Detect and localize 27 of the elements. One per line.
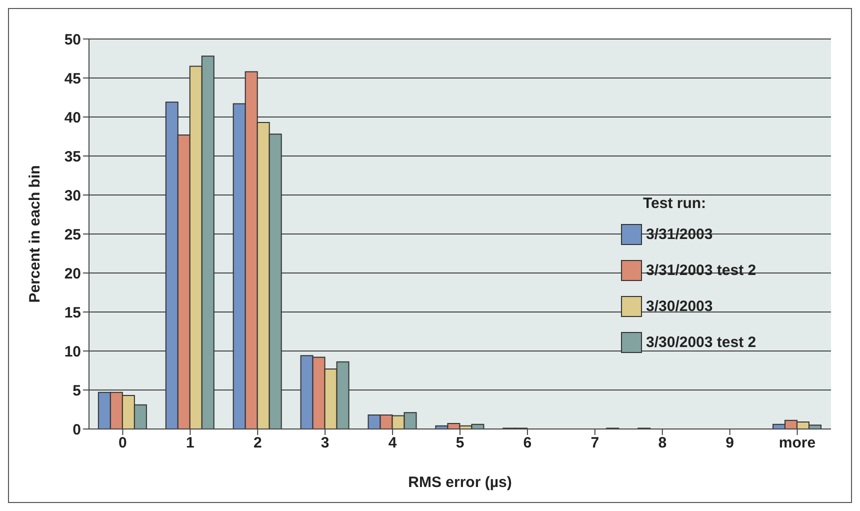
y-tick-label: 30 [64, 187, 81, 204]
x-tick-label: 7 [590, 434, 600, 452]
y-tick-label: 5 [72, 382, 81, 400]
y-tick-label: 40 [64, 109, 81, 126]
y-tick-label: 25 [64, 226, 81, 244]
x-tick-label: 5 [456, 434, 464, 452]
y-tick-label: 0 [72, 421, 81, 438]
legend-label: 3/30/2003 test 2 [646, 334, 756, 351]
x-tick-label: 0 [118, 434, 127, 452]
y-tick-label: 20 [64, 265, 81, 282]
y-tick-label: 35 [64, 148, 81, 166]
y-tick-label: 50 [64, 31, 81, 48]
x-tick-label: 8 [658, 434, 667, 452]
y-tick-label: 45 [64, 70, 81, 88]
x-tick-label: 2 [253, 434, 262, 452]
y-axis-title: Percent in each bin [26, 165, 44, 303]
x-tick-label: 6 [523, 434, 532, 452]
x-tick-label: 9 [726, 434, 734, 452]
x-axis-title: RMS error (µs) [408, 474, 512, 491]
legend-title: Test run: [642, 195, 708, 214]
x-tick-label: 1 [186, 434, 194, 452]
legend-label: 3/30/2003 [646, 298, 713, 315]
y-tick-label: 15 [64, 304, 81, 322]
x-tick-label: 4 [388, 434, 398, 452]
x-tick-label: more [778, 434, 816, 452]
x-tick-label: 3 [320, 434, 330, 452]
y-tick-label: 10 [64, 343, 81, 360]
